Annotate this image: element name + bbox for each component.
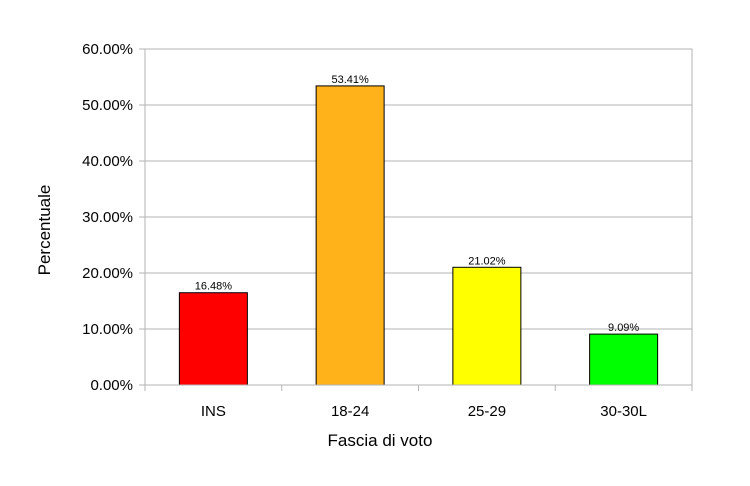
y-tick-label: 60.00%	[82, 41, 133, 58]
axes	[139, 48, 693, 391]
y-tick-label: 30.00%	[82, 209, 133, 226]
bar-value-label: 9.09%	[608, 322, 639, 334]
y-axis-title: Percentuale	[35, 185, 54, 276]
y-tick-label: 40.00%	[82, 153, 133, 170]
x-category-label: 30-30L	[600, 403, 647, 420]
labels: 0.00% 10.00% 20.00% 30.00% 40.00% 50.00% 60.00…	[82, 41, 647, 420]
x-category-label: 25-29	[468, 403, 506, 420]
x-category-label: INS	[201, 403, 226, 420]
bar-value-label: 16.48%	[195, 281, 233, 293]
x-axis-title: Fascia di voto	[328, 431, 433, 450]
bar-18-24	[315, 85, 385, 386]
y-tick-label: 50.00%	[82, 97, 133, 114]
x-category-label: 18-24	[331, 403, 369, 420]
bar-value-label: 53.41%	[331, 74, 369, 86]
bar-ins	[178, 292, 248, 386]
bar-value-label: 21.02%	[468, 255, 506, 267]
bar-30-30l	[589, 333, 659, 386]
bar-25-29	[452, 266, 522, 386]
bars	[178, 85, 659, 386]
y-tick-label: 0.00%	[90, 377, 133, 394]
y-tick-label: 20.00%	[82, 265, 133, 282]
y-tick-label: 10.00%	[82, 321, 133, 338]
